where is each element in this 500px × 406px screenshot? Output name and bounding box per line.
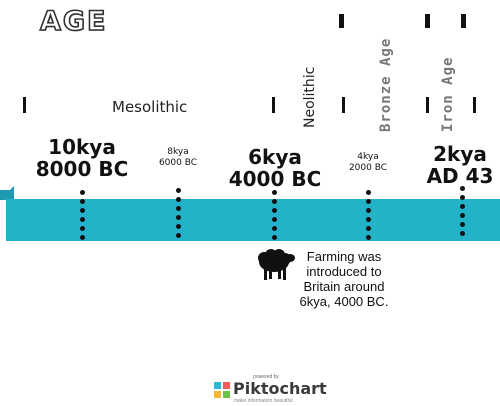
marker-dots-8kya	[176, 188, 181, 242]
date-kya-label: 8kya	[167, 147, 189, 157]
marker-dots-10kya	[80, 190, 85, 244]
date-kya-label: 10kya	[48, 135, 116, 159]
note-line: Farming was	[306, 249, 382, 264]
note-line: Britain around	[303, 279, 385, 294]
piktochart-brand: Piktochart	[233, 379, 327, 398]
era-label-neolithic: Neolithic	[302, 66, 318, 128]
date-kya-label: 2kya	[433, 142, 487, 166]
piktochart-footer: powered by Piktochart make information b…	[214, 374, 327, 404]
date-year-label: AD 43	[426, 164, 494, 188]
date-10kya: 10kya 8000 BC	[34, 136, 130, 180]
date-6kya: 6kya 4000 BC	[228, 146, 322, 190]
note-line: 6kya, 4000 BC.	[299, 294, 389, 309]
timeline-band	[6, 199, 500, 241]
era-boundary-tick	[342, 97, 345, 113]
date-kya-label: 6kya	[248, 145, 302, 169]
era-label-iron-age: Iron Age	[440, 56, 456, 132]
top-marker	[339, 14, 344, 28]
top-marker	[425, 14, 430, 28]
date-year-label: 6000 BC	[158, 158, 198, 168]
top-marker	[461, 14, 466, 28]
date-year-label: 2000 BC	[348, 163, 388, 173]
note-line: introduced to	[306, 264, 382, 279]
date-4kya: 4kya 2000 BC	[340, 152, 396, 174]
piktochart-logo-icon	[214, 382, 230, 398]
date-year-label: 8000 BC	[35, 157, 129, 181]
marker-dots-4kya	[366, 190, 371, 244]
timeline-band-edge	[0, 190, 14, 200]
piktochart-tagline: make information beautiful	[234, 398, 293, 404]
era-boundary-tick	[426, 97, 429, 113]
era-label-bronze-age: Bronze Age	[378, 37, 394, 132]
date-kya-label: 4kya	[357, 152, 379, 162]
date-2kya: 2kya AD 43	[420, 143, 500, 187]
powered-by-label: powered by	[253, 374, 279, 380]
date-year-label: 4000 BC	[228, 167, 322, 191]
sheep-icon	[258, 249, 295, 280]
era-boundary-tick	[473, 97, 476, 113]
date-8kya: 8kya 6000 BC	[150, 147, 206, 169]
marker-dots-2kya	[460, 186, 465, 240]
era-label-mesolithic: Mesolithic	[112, 98, 188, 116]
era-boundary-tick	[272, 97, 275, 113]
page-title: AGE	[39, 5, 108, 38]
farming-note: Farming was introduced to Britain around…	[288, 249, 400, 309]
marker-dots-6kya	[272, 190, 277, 244]
era-boundary-tick	[23, 97, 26, 113]
